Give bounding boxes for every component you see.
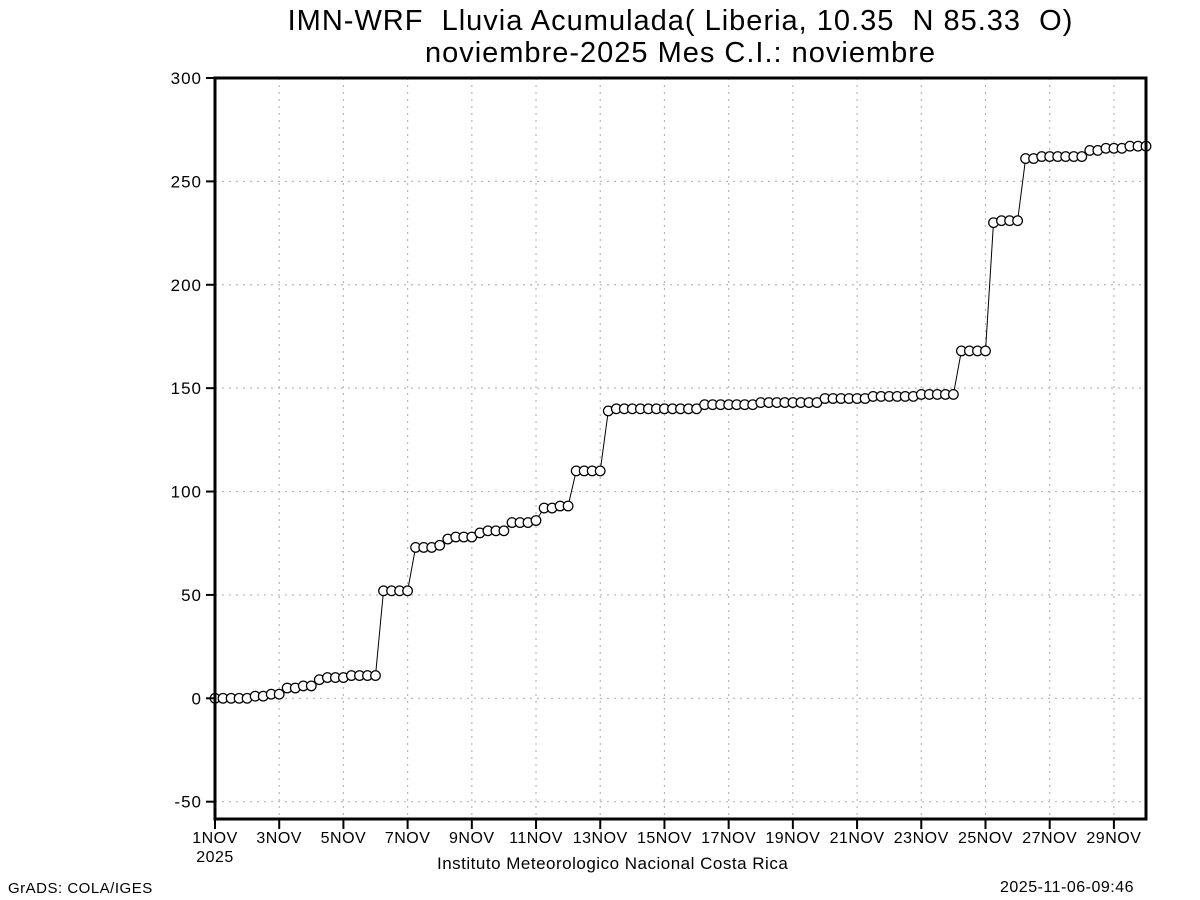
data-point — [305, 680, 317, 692]
y-tick-label: -50 — [174, 793, 202, 812]
x-tick-label: 13NOV — [573, 830, 628, 847]
data-point — [947, 388, 959, 400]
data-point — [530, 515, 542, 526]
y-tick-label: 50 — [181, 586, 202, 605]
x-tick-label: 7NOV — [385, 830, 431, 847]
data-point — [562, 500, 574, 512]
x-tick-year-label: 2025 — [196, 849, 234, 866]
x-tick-label: 1NOV — [192, 830, 238, 847]
data-point — [1012, 215, 1024, 227]
rain-series-line — [215, 145, 1146, 699]
y-tick-label: 100 — [171, 483, 202, 502]
grads-credit-text: GrADS: COLA/IGES — [8, 880, 153, 897]
data-point — [980, 345, 991, 357]
y-tick-label: 300 — [171, 69, 202, 88]
y-tick-label: 150 — [171, 379, 202, 398]
data-point — [498, 525, 510, 537]
data-point — [273, 688, 285, 700]
x-tick-label: 5NOV — [321, 830, 367, 847]
y-tick-label: 0 — [192, 689, 202, 708]
x-axis-caption: Instituto Meteorologico Nacional Costa R… — [437, 854, 789, 873]
axis-box — [213, 76, 1148, 821]
x-tick-label: 19NOV — [765, 830, 820, 847]
data-point — [1076, 151, 1088, 163]
x-tick-label: 25NOV — [958, 830, 1013, 847]
x-tick-label: 21NOV — [830, 830, 885, 847]
x-tick-label: 15NOV — [637, 830, 692, 847]
generation-timestamp: 2025-11-06-09:46 — [1000, 879, 1135, 896]
data-point — [402, 585, 414, 597]
chart-title: IMN-WRF Lluvia Acumulada( Liberia, 10.35… — [287, 5, 1074, 37]
x-tick-label: 23NOV — [894, 830, 949, 847]
y-tick-label: 200 — [171, 276, 202, 295]
x-tick-label: 3NOV — [256, 830, 302, 847]
x-tick-label: 17NOV — [701, 830, 756, 847]
x-tick-label: 11NOV — [509, 830, 563, 847]
chart-subtitle: noviembre-2025 Mes C.I.: noviembre — [424, 37, 937, 69]
data-point — [594, 465, 606, 477]
x-tick-label: 9NOV — [449, 830, 495, 847]
x-tick-label: 29NOV — [1086, 830, 1141, 847]
x-tick-label: 27NOV — [1022, 830, 1077, 847]
data-point — [434, 539, 446, 551]
y-tick-label: 250 — [171, 172, 202, 191]
data-point — [370, 670, 381, 682]
